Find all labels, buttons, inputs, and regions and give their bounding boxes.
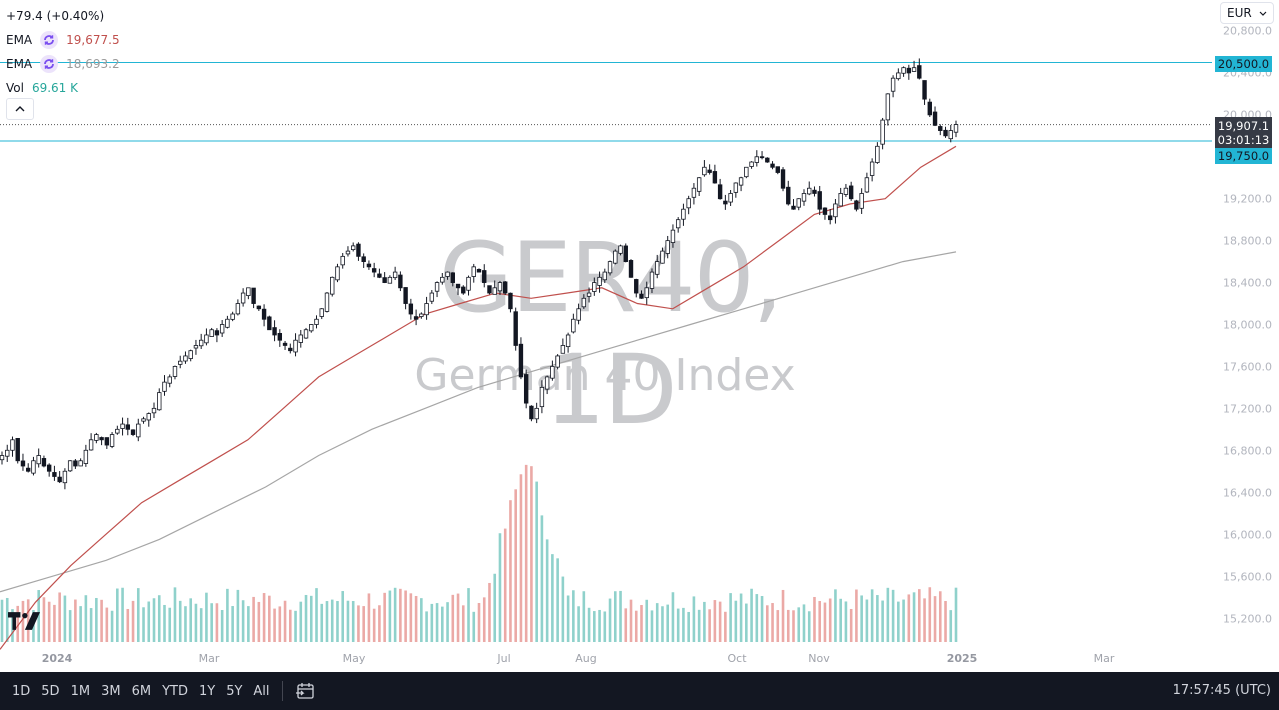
price-axis[interactable]: 20,800.0 20,400.0 20,000.0 19,200.0 18,8… — [1212, 0, 1279, 672]
range-5y[interactable]: 5Y — [226, 683, 243, 699]
time-label: Jul — [497, 652, 511, 665]
time-label: Mar — [198, 652, 220, 665]
chevron-up-icon — [15, 106, 25, 112]
ema-slow-value: 18,693.2 — [66, 57, 120, 71]
range-3m[interactable]: 3M — [101, 683, 121, 699]
price-tick: 17,200.0 — [1223, 402, 1272, 416]
price-tick: 16,800.0 — [1223, 444, 1272, 458]
price-tick: 15,600.0 — [1223, 570, 1272, 584]
bottom-toolbar: 1D 5D 1M 3M 6M YTD 1Y 5Y All 17:57:45 (U… — [0, 672, 1279, 710]
range-5d[interactable]: 5D — [41, 683, 60, 699]
chevron-down-icon — [1259, 11, 1267, 16]
price-tick: 18,000.0 — [1223, 318, 1272, 332]
refresh-icon[interactable] — [40, 31, 59, 49]
time-label: Mar — [1093, 652, 1115, 665]
time-label: May — [342, 652, 366, 665]
ema-fast-label: EMA — [6, 33, 33, 47]
ema-fast-value: 19,677.5 — [66, 33, 120, 47]
price-change: +79.4 (+0.40%) — [6, 9, 105, 23]
price-tick: 19,200.0 — [1223, 192, 1272, 206]
chart-pane[interactable]: GER40, 1D German 40 Index +79.4 (+0.40%)… — [0, 0, 1212, 672]
ema-slow-label: EMA — [6, 57, 33, 71]
currency-value: EUR — [1227, 6, 1252, 20]
time-label: Aug — [575, 652, 597, 665]
range-ytd[interactable]: YTD — [162, 683, 188, 699]
candlestick-plot[interactable] — [0, 0, 1212, 672]
currency-select[interactable]: EUR — [1220, 2, 1274, 24]
range-6m[interactable]: 6M — [131, 683, 152, 699]
time-label: 2025 — [946, 652, 978, 665]
range-1d[interactable]: 1D — [12, 683, 31, 699]
price-tick: 20,800.0 — [1223, 24, 1272, 38]
price-tick: 18,400.0 — [1223, 276, 1272, 290]
price-tick: 17,600.0 — [1223, 360, 1272, 374]
time-label: Nov — [808, 652, 830, 665]
range-1y[interactable]: 1Y — [198, 683, 216, 699]
go-to-date-icon[interactable] — [295, 681, 315, 701]
range-1m[interactable]: 1M — [70, 683, 91, 699]
time-label: 2024 — [41, 652, 73, 665]
time-axis[interactable]: 2024 Mar May Jul Aug Oct Nov 2025 Mar — [0, 648, 1212, 672]
toolbar-divider — [281, 681, 283, 701]
range-all[interactable]: All — [253, 683, 270, 699]
support-price-label: 19,750.0 — [1215, 148, 1272, 164]
volume-value: 69.61 K — [31, 81, 78, 95]
collapse-legend-button[interactable] — [6, 98, 34, 120]
last-price-label: 19,907.1 03:01:13 — [1215, 117, 1272, 149]
resistance-price-label: 20,500.0 — [1215, 56, 1272, 72]
last-price-value: 19,907.1 — [1217, 119, 1270, 133]
legend: +79.4 (+0.40%) EMA 19,677.5 EMA 18,693.2… — [6, 4, 120, 100]
volume-label: Vol — [6, 81, 24, 95]
instrument-name-watermark: German 40 Index — [414, 350, 796, 401]
bar-countdown: 03:01:13 — [1217, 133, 1270, 147]
price-tick: 18,800.0 — [1223, 234, 1272, 248]
tradingview-logo[interactable] — [8, 612, 40, 630]
price-tick: 16,400.0 — [1223, 486, 1272, 500]
refresh-icon[interactable] — [40, 55, 59, 73]
price-tick: 15,200.0 — [1223, 612, 1272, 626]
utc-clock[interactable]: 17:57:45 (UTC) — [1172, 683, 1271, 698]
price-tick: 16,000.0 — [1223, 528, 1272, 542]
time-label: Oct — [727, 652, 747, 665]
